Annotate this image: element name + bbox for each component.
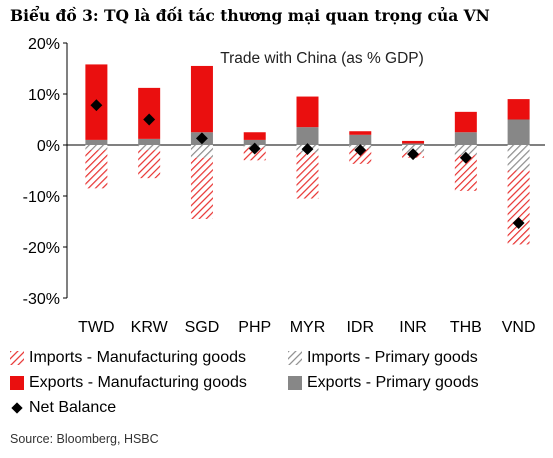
legend-swatch-exports-primary	[288, 376, 302, 390]
y-tick-label: -10%	[23, 189, 60, 206]
legend-label-exports-primary: Exports - Primary goods	[307, 374, 479, 391]
bar-exports-primary	[85, 139, 108, 145]
bar-imports-primary	[190, 145, 213, 158]
chart-title: Trade with China (as % GDP)	[220, 50, 424, 67]
bar-imports-primary	[454, 145, 477, 156]
bar-exports-primary	[454, 132, 477, 145]
bar-imports-mfg	[138, 150, 161, 179]
x-tick-label: IDR	[346, 319, 374, 336]
x-tick-label: PHP	[238, 319, 271, 336]
bar-exports-primary	[507, 119, 530, 145]
bar-imports-mfg	[507, 170, 530, 245]
bar-exports-mfg	[243, 132, 266, 140]
y-tick-label: 0%	[37, 138, 60, 155]
y-tick-label: 20%	[28, 36, 60, 53]
bar-exports-mfg	[138, 87, 161, 139]
stacked-bar-chart: 20% 10% 0% -10% -20% -30% TWD KRW SGD PHP MYR IDR IN…	[23, 36, 545, 336]
y-tick-label: -30%	[23, 291, 60, 308]
legend-label-net-balance: Net Balance	[29, 399, 117, 416]
legend-item-net-balance: Net Balance	[10, 399, 116, 417]
x-tick-label: INR	[399, 319, 427, 336]
net-balance-marker	[90, 99, 103, 112]
net-balance-marker	[143, 113, 156, 126]
net-balance-marker	[196, 132, 208, 145]
x-tick-label: TWD	[78, 319, 114, 336]
bar-exports-primary	[296, 127, 319, 145]
x-tick-label: MYR	[290, 319, 326, 336]
figure-heading: Biểu đồ 3: TQ là đối tác thương mại quan…	[10, 6, 490, 25]
x-tick-label: THB	[450, 319, 482, 336]
bar-imports-primary	[507, 145, 530, 171]
legend-item-exports-primary: Exports - Primary goods	[288, 374, 479, 392]
x-tick-label: SGD	[185, 319, 220, 336]
bar-imports-mfg	[349, 148, 372, 164]
bar-exports-mfg	[190, 65, 213, 133]
legend-item-exports-manufacturing: Exports - Manufacturing goods	[10, 374, 247, 392]
legend-label-imports-manufacturing: Imports - Manufacturing goods	[29, 349, 246, 366]
y-tick-label: 10%	[28, 87, 60, 104]
bar-imports-primary	[138, 145, 161, 151]
y-tick-label: -20%	[23, 240, 60, 257]
legend-swatch-exports-manufacturing	[10, 376, 24, 390]
x-tick-label: VND	[502, 319, 536, 336]
bar-imports-mfg	[190, 157, 213, 219]
bar-imports-mfg	[296, 152, 319, 199]
legend-label-imports-primary: Imports - Primary goods	[307, 349, 478, 366]
bar-exports-mfg	[454, 111, 477, 133]
legend-label-exports-manufacturing: Exports - Manufacturing goods	[29, 374, 247, 391]
legend-item-imports-manufacturing: Imports - Manufacturing goods	[10, 349, 246, 367]
bar-exports-primary	[349, 134, 372, 145]
source-note: Source: Bloomberg, HSBC	[10, 432, 159, 446]
bar-exports-mfg	[349, 131, 372, 135]
bar-exports-mfg	[296, 96, 319, 128]
legend-swatch-imports-manufacturing	[10, 351, 24, 365]
bar-exports-primary	[402, 143, 425, 145]
legend-swatch-net-balance	[11, 402, 23, 414]
x-tick-label: KRW	[131, 319, 169, 336]
legend-item-imports-primary: Imports - Primary goods	[288, 349, 478, 367]
bar-imports-mfg	[85, 150, 108, 189]
bar-exports-mfg	[402, 140, 425, 144]
bar-exports-mfg	[507, 99, 530, 120]
bar-imports-mfg	[454, 155, 477, 191]
bar-exports-primary	[138, 138, 161, 145]
bar-imports-primary	[85, 145, 108, 151]
legend-swatch-imports-primary	[288, 351, 302, 365]
bar-exports-primary	[243, 139, 266, 145]
